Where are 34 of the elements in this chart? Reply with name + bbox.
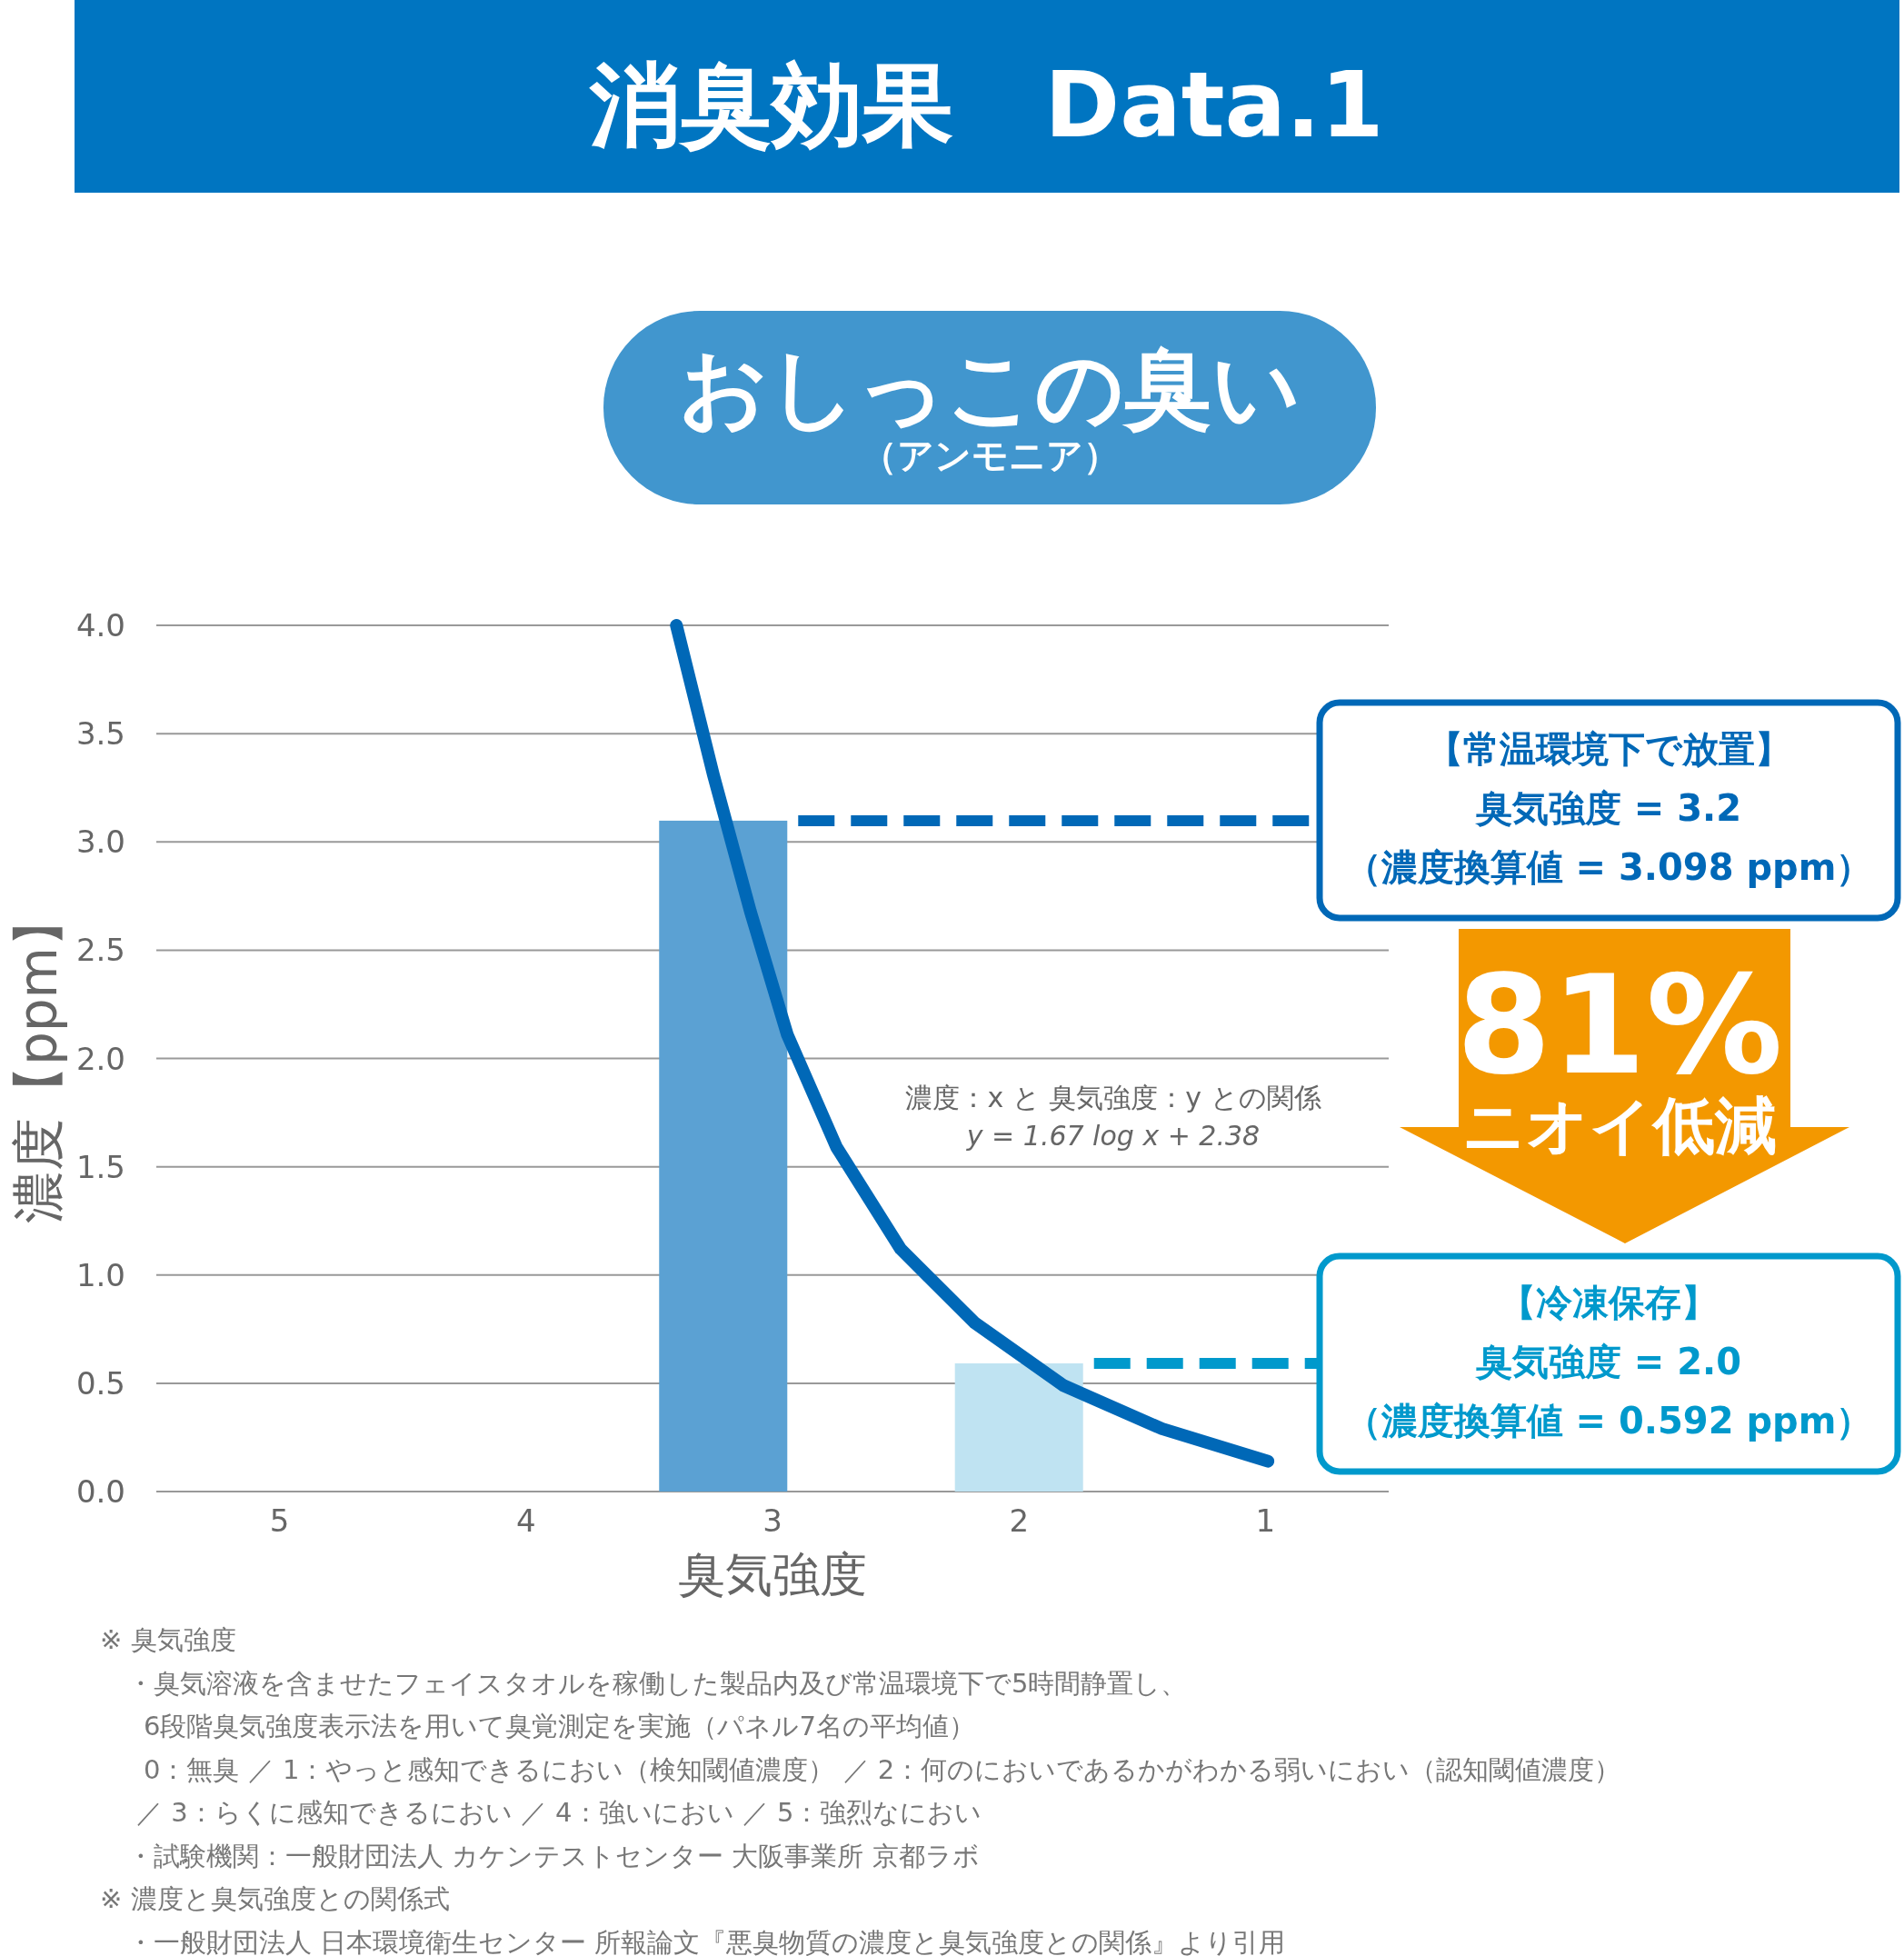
x-tick-label: 2	[1009, 1502, 1030, 1539]
text: 臭気強度 = 3.2	[1473, 787, 1742, 829]
chart-title: 消臭効果 Data.1	[589, 52, 1384, 158]
text: 0：無臭 ／ 1：やっと感知できるにおい（検知閾値濃度） ／ 2：何のにおいであるかがわかる弱いにおい（認知閾値濃度）	[144, 1753, 1621, 1785]
x-tick-label: 4	[515, 1502, 536, 1539]
y-tick-label: 0.5	[75, 1364, 125, 1402]
text: ／ 3：らくに感知できるにおい ／ 4：強いにおい ／ 5：強烈なにおい	[136, 1797, 982, 1828]
text: ・臭気溶液を含ませたフェイスタオルを稼働した製品内及び常温環境下で5時間静置し、	[127, 1667, 1188, 1699]
y-tick-label: 0.0	[75, 1473, 125, 1510]
y-tick-label: 1.0	[75, 1256, 125, 1293]
annotation: （濃度換算値 = 0.592 ppm）	[1344, 1400, 1873, 1442]
text: ※ 濃度と臭気強度との関係式	[100, 1883, 450, 1914]
y-tick-label: 1.5	[75, 1148, 125, 1185]
y-tick-label: 4.0	[75, 607, 125, 644]
text: ニオイ低減	[1462, 1090, 1777, 1162]
x-axis-title: 臭気強度	[678, 1547, 867, 1602]
y-tick-label: 3.0	[75, 823, 125, 861]
text: 臭気強度 = 2.0	[1473, 1341, 1742, 1382]
annotation: （濃度換算値 = 3.098 ppm）	[1344, 846, 1873, 888]
text: 【常温環境下で放置】	[1426, 728, 1791, 770]
text: 【冷凍保存】	[1500, 1282, 1718, 1323]
text: ※ 臭気強度	[100, 1624, 236, 1655]
text: 6段階臭気強度表示法を用いて臭覚測定を実施（パネル7名の平均値）	[144, 1711, 975, 1741]
annotation: y = 1.67 log x + 2.38	[965, 1120, 1261, 1152]
text: ・一般財団法人 日本環境衛生センター 所報論文『悪臭物質の濃度と臭気強度との関係』より引用	[127, 1926, 1286, 1956]
y-tick-label: 3.5	[75, 715, 125, 753]
x-tick-label: 5	[269, 1502, 290, 1539]
annotation: 濃度：x と 臭気強度：y との関係	[905, 1082, 1321, 1113]
x-tick-label: 1	[1255, 1502, 1276, 1539]
text: ・試験機関：一般財団法人 カケンテストセンター 大阪事業所 京都ラボ	[127, 1840, 980, 1871]
y-axis-title: 濃度【ppm】	[7, 893, 69, 1224]
y-tick-label: 2.0	[75, 1040, 125, 1077]
x-tick-label: 3	[763, 1502, 783, 1539]
y-tick-label: 2.5	[75, 932, 125, 969]
